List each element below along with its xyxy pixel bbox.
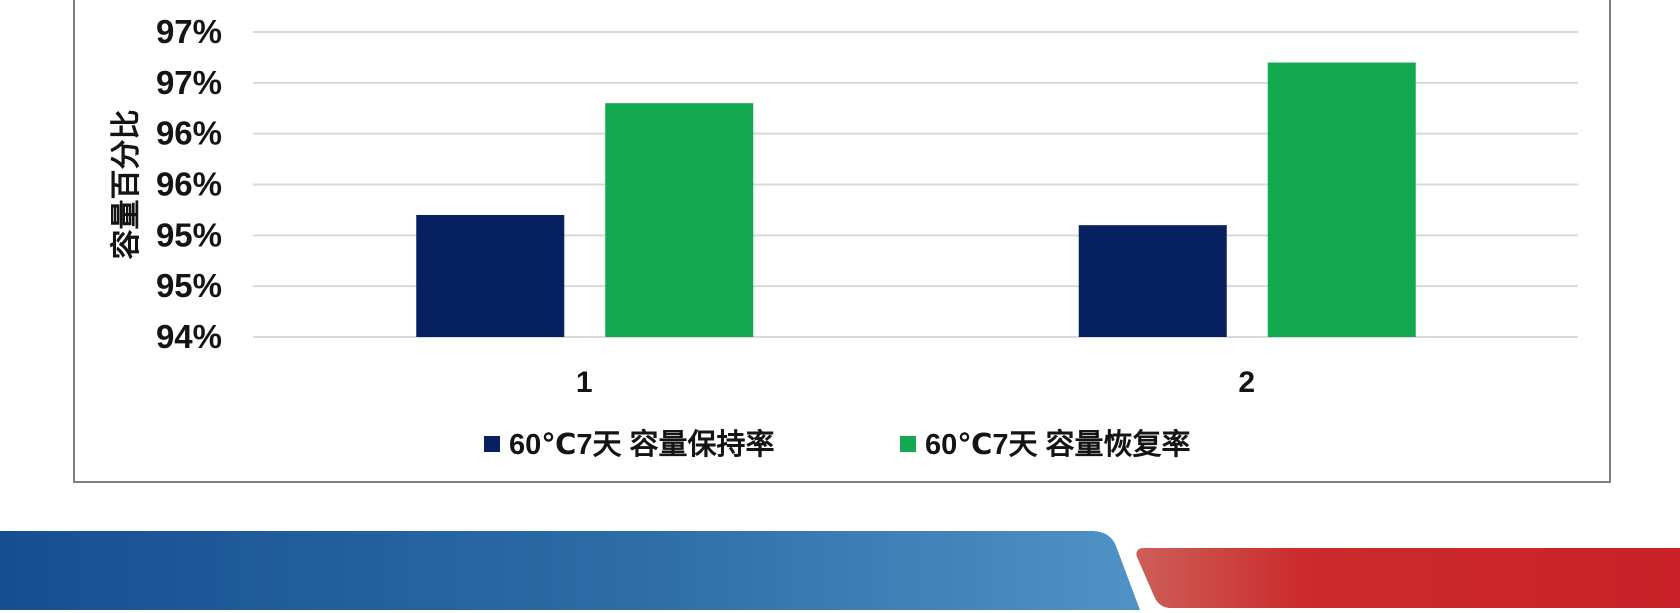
y-axis-tick-label: 94%: [156, 318, 222, 355]
chart-frame: [73, 0, 1611, 483]
legend-swatch-retention: [484, 436, 500, 452]
y-axis-tick-label: 96%: [156, 115, 222, 152]
bar-retention-cat2: [1078, 225, 1227, 337]
legend-label-retention: 60℃7天 容量保持率: [509, 427, 775, 461]
legend-label-recovery: 60℃7天 容量恢复率: [925, 427, 1191, 461]
bar-retention-cat1: [416, 215, 565, 337]
footer-ribbon-banner: [0, 531, 1680, 610]
bar-recovery-cat1: [605, 103, 754, 338]
y-axis-tick-label: 95%: [156, 216, 222, 253]
bar-recovery-cat2: [1267, 62, 1416, 337]
y-axis-tick-label: 96%: [156, 166, 222, 203]
legend-swatch-recovery: [900, 436, 916, 452]
y-axis-title: 容量百分比: [110, 110, 143, 260]
ribbon-blue-shape: [0, 531, 1140, 610]
ribbon-red-shape: [1136, 548, 1680, 608]
x-axis-category-label: 1: [576, 366, 593, 399]
x-axis-category-label: 2: [1238, 366, 1255, 399]
y-axis-tick-label: 97%: [156, 64, 222, 101]
y-axis-tick-label: 97%: [156, 13, 222, 50]
y-axis-tick-label: 95%: [156, 267, 222, 304]
capacity-bar-chart: 94% 95% 95% 96% 96% 97% 97% 容量百分比 1 2 60℃7天 容量保持率 6…: [73, 0, 1611, 483]
